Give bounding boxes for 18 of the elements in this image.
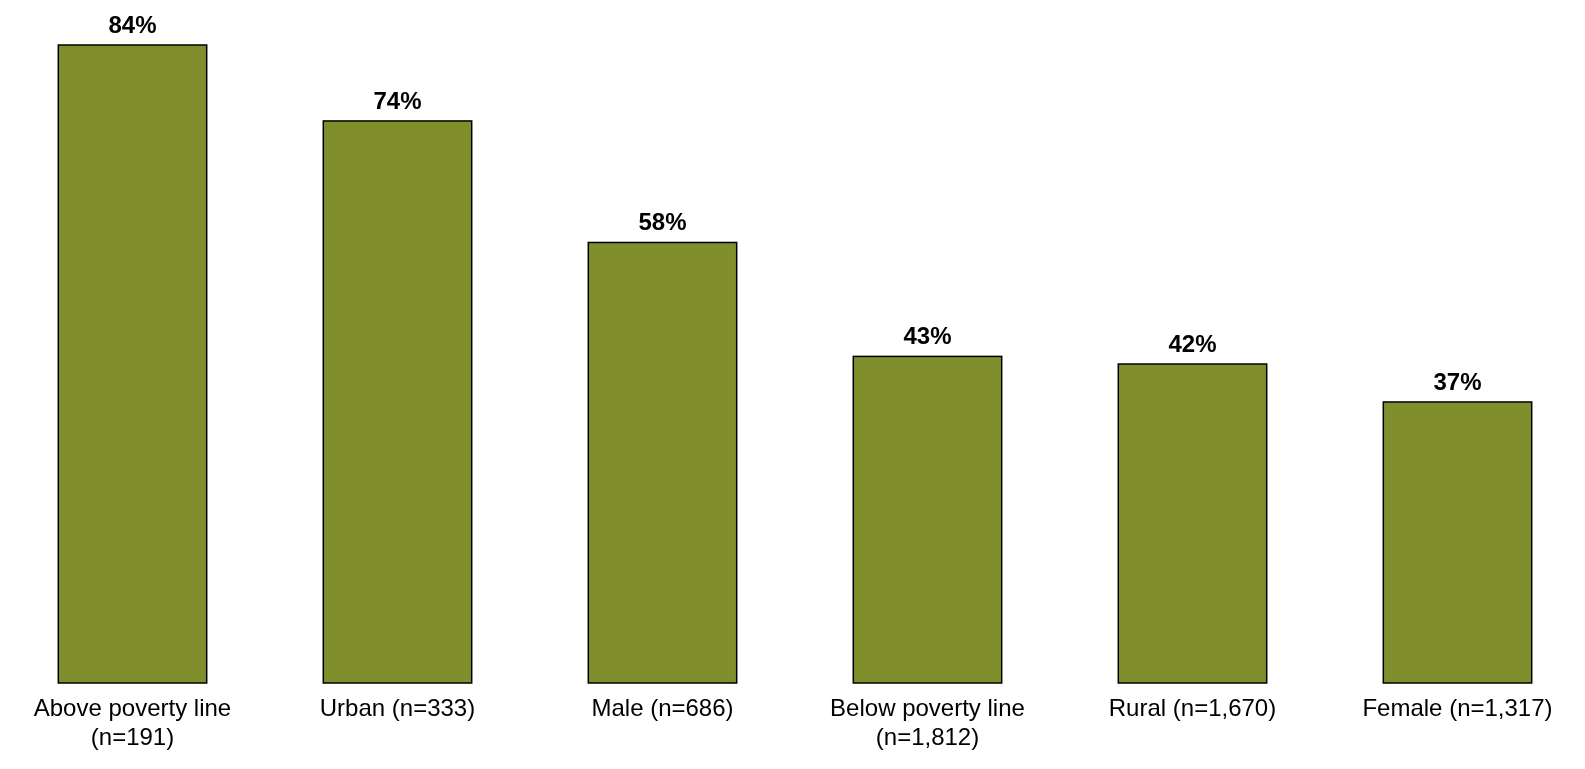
bar	[57, 44, 208, 684]
x-tick-label: Rural (n=1,670)	[1108, 694, 1277, 721]
bar	[852, 355, 1003, 684]
x-tick-label: Female (n=1,317)	[1362, 694, 1553, 721]
data-label: 74%	[373, 86, 422, 114]
x-tick-label: Urban (n=333)	[319, 694, 476, 721]
x-tick-label: Above poverty line (n=191)	[33, 694, 232, 750]
data-label: 37%	[1433, 367, 1482, 395]
bar	[587, 241, 738, 684]
data-label: 84%	[108, 11, 157, 38]
data-label: 42%	[1168, 330, 1217, 357]
bar	[322, 120, 473, 684]
data-label: 58%	[638, 208, 687, 236]
bar	[1382, 401, 1533, 684]
x-tick-label: Male (n=686)	[591, 694, 734, 721]
bar	[1117, 363, 1268, 684]
data-label: 43%	[903, 322, 952, 350]
x-tick-label: Below poverty line (n=1,812)	[830, 694, 1025, 750]
